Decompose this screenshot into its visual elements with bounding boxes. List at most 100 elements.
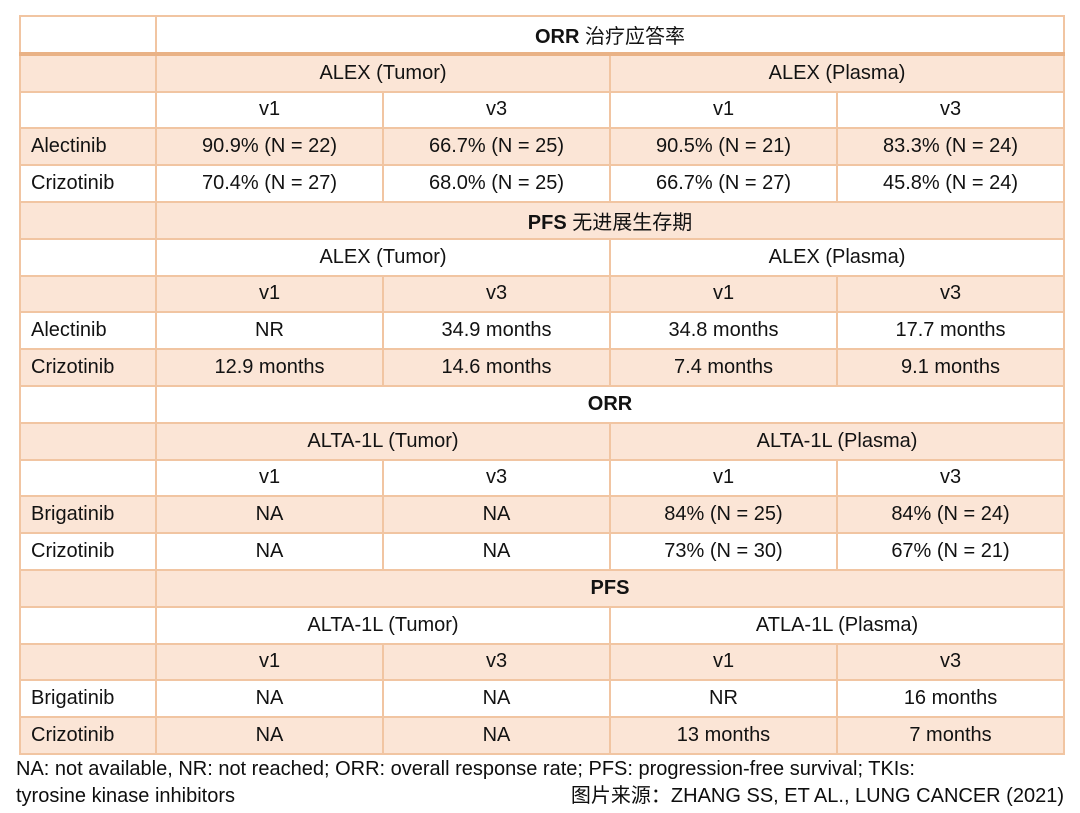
variant-header: v3 <box>835 90 1066 130</box>
value-cell: NR <box>609 679 838 719</box>
drug-label: Brigatinib <box>19 495 157 535</box>
value-cell: NA <box>155 679 384 719</box>
drug-label: Crizotinib <box>19 716 157 755</box>
table-row: Brigatinib NA NA NR 16 months <box>19 679 1066 719</box>
table-row: Crizotinib 12.9 months 14.6 months 7.4 m… <box>19 348 1066 387</box>
value-cell: 17.7 months <box>835 311 1066 351</box>
value-cell: NA <box>155 716 384 755</box>
value-cell: 83.3% (N = 24) <box>835 127 1066 167</box>
variant-header: v3 <box>835 274 1066 314</box>
trial-group-row: ALEX (Tumor) ALEX (Plasma) <box>19 52 1066 93</box>
value-cell: 84% (N = 25) <box>609 495 838 535</box>
value-cell: NR <box>155 311 384 351</box>
variant-header-row: v1 v3 v1 v3 <box>19 274 1066 314</box>
variant-header: v1 <box>155 642 384 682</box>
value-cell: 7 months <box>835 716 1066 755</box>
trial-group-header: ATLA-1L (Plasma) <box>608 605 1066 645</box>
value-cell: 67% (N = 21) <box>835 532 1066 571</box>
empty-corner-cell <box>19 200 157 240</box>
footnote-line-2: tyrosine kinase inhibitors 图片来源：ZHANG SS… <box>16 783 1064 810</box>
drug-label: Crizotinib <box>19 164 157 203</box>
value-cell: 73% (N = 30) <box>609 532 838 571</box>
variant-header: v3 <box>835 458 1066 498</box>
empty-corner-cell <box>19 15 157 56</box>
clinical-results-table: ORR 治疗应答率 ALEX (Tumor) ALEX (Plasma) v1 … <box>19 15 1066 755</box>
table-row: Brigatinib NA NA 84% (N = 25) 84% (N = 2… <box>19 495 1066 535</box>
variant-header-row: v1 v3 v1 v3 <box>19 642 1066 682</box>
value-cell: 84% (N = 24) <box>835 495 1066 535</box>
table-row: Alectinib 90.9% (N = 22) 66.7% (N = 25) … <box>19 127 1066 167</box>
empty-corner-cell <box>19 52 157 93</box>
value-cell: 16 months <box>835 679 1066 719</box>
trial-group-row: ALEX (Tumor) ALEX (Plasma) <box>19 237 1066 277</box>
drug-label: Alectinib <box>19 127 157 167</box>
trial-group-header: ALTA-1L (Tumor) <box>155 605 611 645</box>
empty-corner-cell <box>19 384 157 424</box>
variant-header: v3 <box>382 458 611 498</box>
value-cell: NA <box>382 679 611 719</box>
variant-header: v3 <box>382 274 611 314</box>
section-title-chinese: 无进展生存期 <box>566 211 693 234</box>
trial-group-header: ALEX (Plasma) <box>608 237 1066 277</box>
section-title-acronym: PFS <box>527 211 567 234</box>
variant-header: v3 <box>382 90 611 130</box>
drug-label: Crizotinib <box>19 348 157 387</box>
variant-header-row: v1 v3 v1 v3 <box>19 458 1066 498</box>
trial-group-row: ALTA-1L (Tumor) ALTA-1L (Plasma) <box>19 421 1066 461</box>
variant-header: v1 <box>155 274 384 314</box>
variant-header: v1 <box>155 458 384 498</box>
drug-label: Crizotinib <box>19 532 157 571</box>
value-cell: NA <box>382 495 611 535</box>
table-row: Crizotinib 70.4% (N = 27) 68.0% (N = 25)… <box>19 164 1066 203</box>
variant-header: v1 <box>609 274 838 314</box>
value-cell: NA <box>155 495 384 535</box>
empty-corner-cell <box>19 458 157 498</box>
variant-header: v3 <box>835 642 1066 682</box>
value-cell: 90.5% (N = 21) <box>609 127 838 167</box>
section-title-row: ORR <box>19 384 1066 424</box>
value-cell: 68.0% (N = 25) <box>382 164 611 203</box>
trial-group-header: ALEX (Tumor) <box>155 237 611 277</box>
table-row: Alectinib NR 34.9 months 34.8 months 17.… <box>19 311 1066 351</box>
empty-corner-cell <box>19 421 157 461</box>
value-cell: 9.1 months <box>835 348 1066 387</box>
empty-corner-cell <box>19 237 157 277</box>
value-cell: 34.8 months <box>609 311 838 351</box>
section-title-chinese: 治疗应答率 <box>579 25 686 48</box>
variant-header: v1 <box>609 642 838 682</box>
trial-group-header: ALTA-1L (Plasma) <box>608 421 1066 461</box>
value-cell: 34.9 months <box>382 311 611 351</box>
value-cell: 45.8% (N = 24) <box>835 164 1066 203</box>
variant-header: v3 <box>382 642 611 682</box>
section-title-cell: ORR <box>154 384 1066 424</box>
variant-header: v1 <box>155 90 384 130</box>
value-cell: NA <box>155 532 384 571</box>
section-title-cell: PFS <box>154 568 1066 608</box>
abbreviations-line-1: NA: not available, NR: not reached; ORR:… <box>16 758 915 780</box>
trial-group-header: ALEX (Plasma) <box>608 52 1066 93</box>
empty-corner-cell <box>19 642 157 682</box>
value-cell: 13 months <box>609 716 838 755</box>
variant-header-row: v1 v3 v1 v3 <box>19 90 1066 130</box>
section-title-acronym: ORR <box>535 25 580 48</box>
value-cell: 7.4 months <box>609 348 838 387</box>
value-cell: 66.7% (N = 25) <box>382 127 611 167</box>
trial-group-header: ALEX (Tumor) <box>155 52 611 93</box>
table-row: Crizotinib NA NA 13 months 7 months <box>19 716 1066 755</box>
drug-label: Alectinib <box>19 311 157 351</box>
trial-group-row: ALTA-1L (Tumor) ATLA-1L (Plasma) <box>19 605 1066 645</box>
drug-label: Brigatinib <box>19 679 157 719</box>
trial-group-header: ALTA-1L (Tumor) <box>155 421 611 461</box>
section-title-cell: ORR 治疗应答率 <box>154 15 1066 56</box>
section-title-row: PFS <box>19 568 1066 608</box>
empty-corner-cell <box>19 605 157 645</box>
section-title-acronym: ORR <box>587 392 633 415</box>
footnote: NA: not available, NR: not reached; ORR:… <box>16 756 1064 810</box>
section-title-row: PFS 无进展生存期 <box>19 200 1066 240</box>
value-cell: 66.7% (N = 27) <box>609 164 838 203</box>
variant-header: v1 <box>609 90 838 130</box>
value-cell: 90.9% (N = 22) <box>155 127 384 167</box>
empty-corner-cell <box>19 568 157 608</box>
variant-header: v1 <box>609 458 838 498</box>
section-title-acronym: PFS <box>590 576 630 599</box>
